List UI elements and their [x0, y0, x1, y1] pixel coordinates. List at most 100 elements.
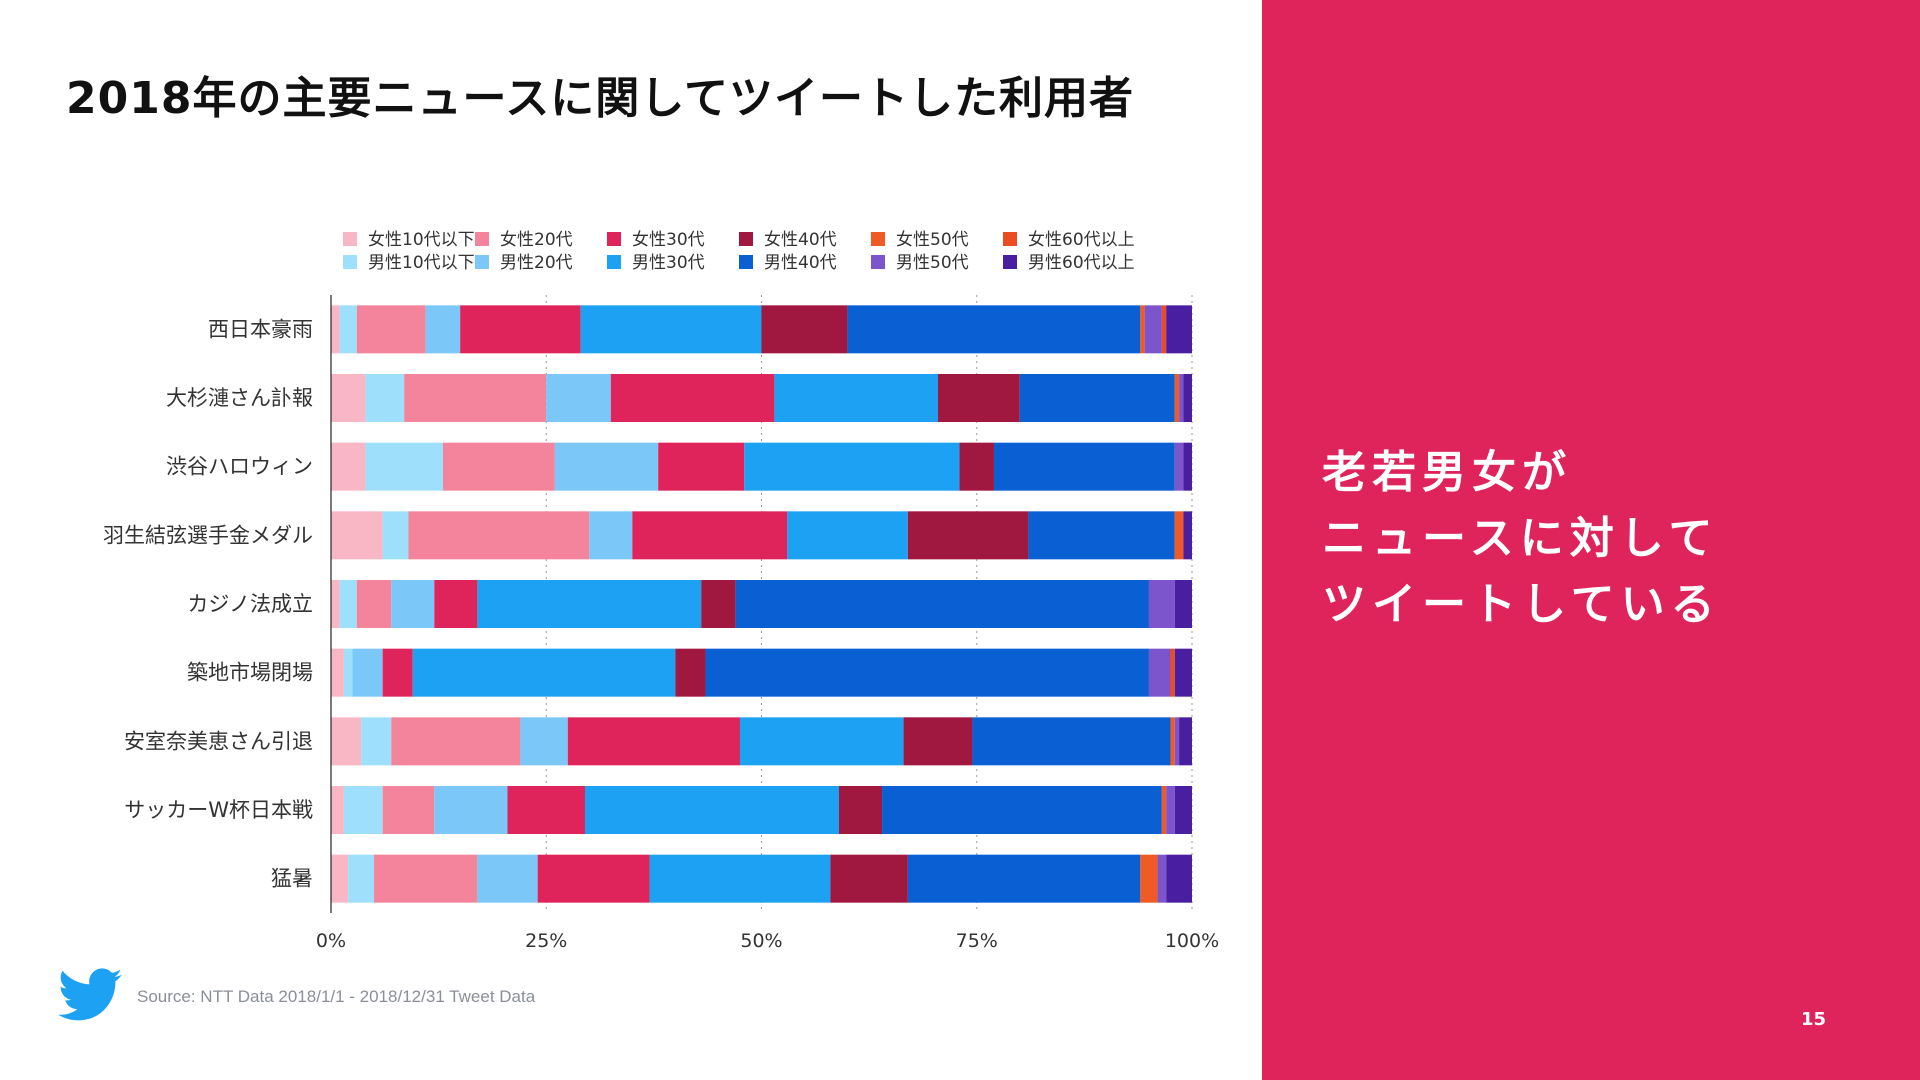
bar-segment — [331, 580, 340, 628]
stacked-bar-chart: 0% 25% 50% 75% 100% 女性10代以下 女性20代 女性30代 女性40代 女性5… — [103, 230, 1219, 952]
legend-swatch — [871, 232, 885, 246]
bar-segment — [1161, 305, 1167, 354]
legend-swatch — [343, 232, 357, 246]
bar-segment — [1157, 854, 1167, 903]
bar-segment — [331, 442, 366, 491]
legend-label: 男性10代以下 — [368, 253, 475, 273]
slide-title: 2018年の主要ニュースに関してツイートした利用者 — [66, 73, 1134, 124]
bar-segment — [675, 648, 706, 697]
category-label: 猛暑 — [271, 867, 313, 891]
bar-segment — [331, 511, 383, 560]
bar-segment — [331, 648, 344, 697]
bar-segment — [343, 648, 353, 697]
legend-swatch — [871, 255, 885, 269]
category-label: 安室奈美恵さん引退 — [124, 729, 313, 753]
bar-segment — [787, 511, 908, 560]
twitter-bird-icon — [58, 968, 122, 1021]
bar-segment — [705, 648, 1149, 697]
bar-segment — [632, 511, 788, 560]
bar-segment — [907, 511, 1029, 560]
bar-segment — [404, 374, 547, 422]
legend-swatch — [1003, 255, 1017, 269]
bar-segment — [567, 717, 740, 766]
bar-segment — [348, 854, 375, 903]
bar-segment — [382, 648, 413, 697]
message-line-3: ツイートしている — [1322, 579, 1721, 630]
bar-segment — [1179, 374, 1184, 422]
legend-label: 男性50代 — [896, 253, 969, 273]
message-panel: 老若男女が ニュースに対して ツイートしている 15 — [1262, 0, 1920, 1080]
bar-segment — [507, 786, 585, 834]
bar-segment — [477, 854, 538, 903]
bar-segment — [442, 442, 555, 491]
bar-segment — [331, 305, 340, 354]
bar-segment — [365, 374, 405, 422]
bar-segment — [434, 786, 508, 834]
legend-label: 女性30代 — [632, 230, 705, 250]
legend-swatch — [343, 255, 357, 269]
category-label: 羽生結弦選手金メダル — [103, 523, 313, 547]
bar-segment — [1174, 511, 1184, 560]
legend-label: 男性30代 — [632, 253, 705, 273]
category-label: 西日本豪雨 — [208, 317, 313, 341]
page-number: 15 — [1800, 1009, 1826, 1030]
bar-segment — [374, 854, 478, 903]
category-label: サッカーW杯日本戦 — [124, 798, 313, 822]
bar-segment — [1028, 511, 1175, 560]
bar-segment — [1148, 580, 1175, 628]
bar-segment — [959, 442, 994, 491]
bar-segment — [361, 717, 392, 766]
bar-segment — [391, 580, 435, 628]
bar-segment — [412, 648, 676, 697]
bar-segment — [1183, 442, 1192, 491]
x-tick-label: 75% — [956, 930, 998, 952]
bar-segment — [1161, 786, 1167, 834]
bar-segment — [589, 511, 633, 560]
bar-segment — [658, 442, 745, 491]
bar-segment — [382, 511, 409, 560]
bar-segment — [1140, 305, 1145, 354]
bar-segment — [1170, 648, 1175, 697]
bar-segment — [1174, 374, 1180, 422]
bar-segment — [649, 854, 831, 903]
category-label: 大杉漣さん訃報 — [166, 386, 313, 410]
source-note: Source: NTT Data 2018/1/1 - 2018/12/31 T… — [137, 987, 536, 1006]
bar-segment — [1174, 580, 1192, 628]
x-tick-label: 50% — [740, 930, 782, 952]
bar-segment — [761, 305, 848, 354]
legend-swatch — [607, 232, 621, 246]
bar-segment — [1179, 717, 1192, 766]
key-message: 老若男女が ニュースに対して ツイートしている — [1322, 440, 1721, 638]
bar-segment — [1166, 786, 1175, 834]
legend-swatch — [739, 232, 753, 246]
bar-segment — [1174, 786, 1192, 834]
bar-segment — [993, 442, 1175, 491]
bar-segment — [546, 374, 611, 422]
bar-segment — [365, 442, 443, 491]
bar-segment — [1140, 854, 1158, 903]
legend-label: 女性40代 — [764, 230, 837, 250]
bar-segment — [1183, 374, 1192, 422]
bar-segment — [584, 786, 839, 834]
bar-segment — [1183, 511, 1192, 560]
x-tick-label: 0% — [316, 930, 346, 952]
bar-segment — [744, 442, 960, 491]
bar-segment — [1144, 305, 1162, 354]
bar-segment — [331, 854, 349, 903]
bar-segment — [610, 374, 775, 422]
bar-segment — [352, 648, 383, 697]
bar-segment — [882, 786, 1162, 834]
bar-segment — [537, 854, 650, 903]
bar-segment — [1174, 648, 1192, 697]
bar-segment — [847, 305, 1141, 354]
bar-segment — [339, 580, 357, 628]
bar-segment — [391, 717, 521, 766]
bar-segment — [356, 305, 426, 354]
bar-segment — [339, 305, 357, 354]
x-tick-label: 100% — [1165, 930, 1219, 952]
bar-segment — [938, 374, 1020, 422]
x-tick-label: 25% — [525, 930, 567, 952]
legend-label: 男性40代 — [764, 253, 837, 273]
legend-label: 男性60代以上 — [1028, 253, 1135, 273]
category-label: 渋谷ハロウィン — [166, 455, 313, 479]
